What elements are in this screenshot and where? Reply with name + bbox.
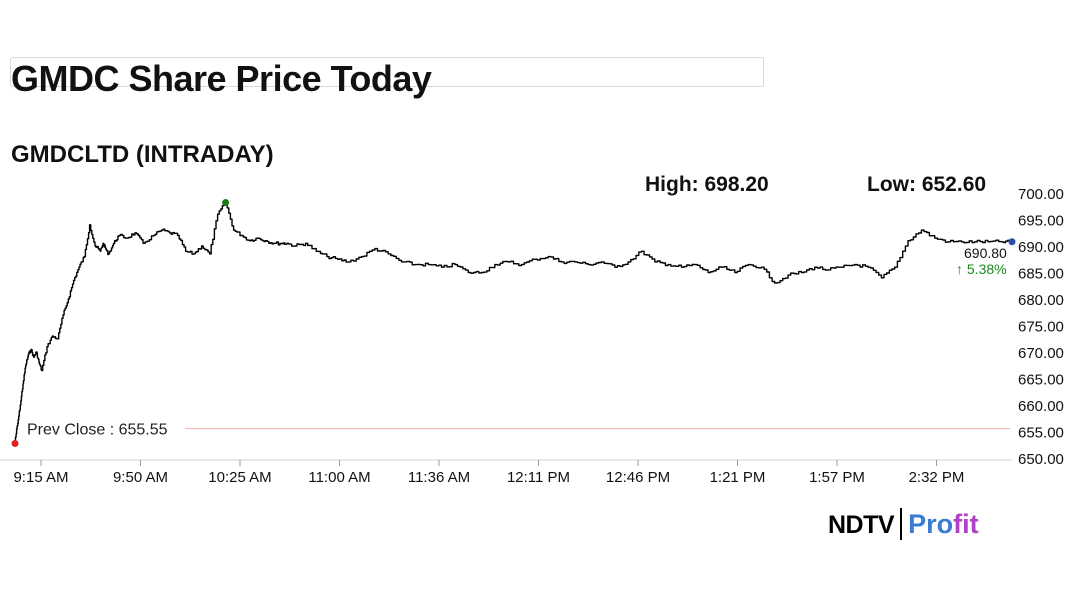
title-box	[10, 57, 764, 87]
x-tick-label: 11:00 AM	[308, 469, 370, 486]
y-tick-label: 665.00	[1018, 372, 1064, 389]
logo-profit: Profit	[908, 509, 979, 539]
y-tick-label: 655.00	[1018, 425, 1064, 442]
last-price-label: 690.80	[964, 245, 1007, 261]
x-tick-label: 1:57 PM	[809, 469, 865, 486]
x-tick-label: 12:11 PM	[507, 469, 570, 486]
last-price-marker	[1008, 238, 1016, 246]
x-tick-label: 1:21 PM	[710, 469, 766, 486]
x-tick-label: 9:50 AM	[113, 469, 168, 486]
logo-divider	[900, 508, 903, 540]
y-tick-label: 700.00	[1018, 186, 1064, 203]
x-tick-label: 2:32 PM	[909, 469, 965, 486]
high-price-marker	[222, 199, 230, 207]
logo-ndtv: NDTV	[828, 511, 895, 539]
price-line	[14, 201, 1012, 442]
logo-profit-b: fit	[953, 509, 979, 539]
logo-profit-a: Pro	[908, 509, 954, 539]
open-price-marker	[11, 440, 19, 448]
x-tick-label: 11:36 AM	[408, 469, 470, 486]
page-title: GMDC Share Price Today	[11, 58, 432, 99]
x-tick-label: 10:25 AM	[208, 469, 271, 486]
x-tick-label: 12:46 PM	[606, 469, 670, 486]
x-tick-label: 9:15 AM	[13, 469, 68, 486]
y-tick-label: 695.00	[1018, 213, 1064, 230]
low-label: Low: 652.60	[867, 173, 987, 196]
y-tick-label: 660.00	[1018, 398, 1064, 415]
prev-close-label: Prev Close : 655.55	[27, 422, 168, 439]
y-tick-label: 670.00	[1018, 345, 1064, 362]
y-tick-label: 685.00	[1018, 266, 1064, 283]
ndtv-profit-logo: NDTV Profit	[828, 508, 979, 540]
high-label: High: 698.20	[645, 173, 769, 196]
y-tick-label: 675.00	[1018, 319, 1064, 336]
y-tick-label: 650.00	[1018, 451, 1064, 468]
y-tick-label: 680.00	[1018, 292, 1064, 309]
change-pct-label: ↑ 5.38%	[956, 261, 1007, 277]
y-tick-label: 690.00	[1018, 239, 1064, 256]
chart-title: GMDCLTD (INTRADAY)	[11, 141, 274, 168]
